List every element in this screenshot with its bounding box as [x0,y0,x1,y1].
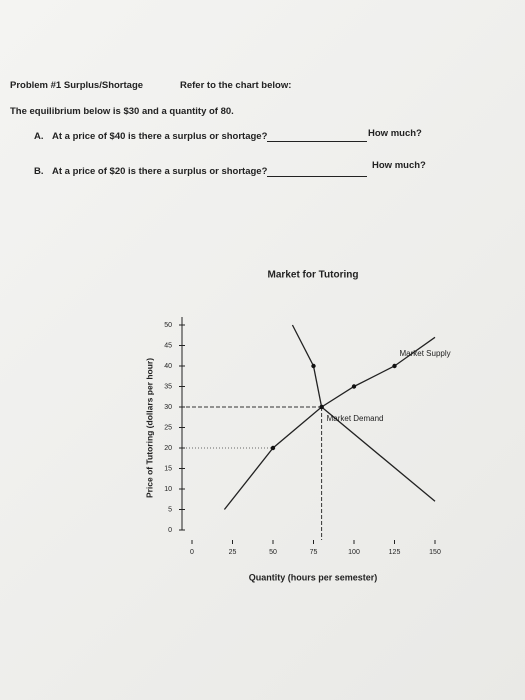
problem: Problem #1 Surplus/Shortage [10,80,144,91]
y-tick-label: 10 [164,486,172,493]
supply-point [270,445,276,451]
q-text: At a price of $40 is there a surplus or … [52,131,368,142]
y-tick-label: 0 [168,527,172,534]
x-axis-label: Quantity (hours per semester) [249,572,378,582]
refer: Refer to the chart below: [180,80,292,91]
supply-line [223,336,436,510]
y-tick-label: 50 [164,322,172,329]
demand-point [311,363,316,369]
chart-title: Market for Tutoring [268,270,359,281]
q-text: At a price of $40 is there a surplus or … [52,131,268,142]
supply-label: Market Supply [400,349,451,358]
y-tick-label: 40 [164,363,172,370]
q-label: B. [34,166,44,177]
x-tick-label: 50 [269,549,277,556]
q-how: How much? [368,128,422,139]
x-tick-label: 125 [389,549,401,556]
q-text: At a price of $20 is there a surplus or … [52,166,368,177]
q-text: At a price of $20 is there a surplus or … [52,166,268,177]
q-label: A. [34,131,44,142]
x-tick-label: 75 [310,549,318,556]
y-axis-label: Price of Tutoring (dollars per hour) [144,358,154,498]
x-tick-label: 100 [348,549,360,556]
y-tick-label: 25 [164,424,172,431]
supply-point [392,363,397,369]
y-tick-label: 30 [164,404,172,411]
y-tick-label: 20 [164,445,172,452]
x-tick-label: 0 [190,549,194,556]
y-tick-label: 45 [164,342,172,349]
demand-point [319,404,324,410]
y-tick-label: 15 [164,465,172,472]
x-tick-label: 150 [429,549,441,556]
q-how: How much? [372,160,426,171]
demand-label: Market Demand [327,414,384,423]
answer-blank [267,141,368,142]
x-tick-label: 25 [229,549,237,556]
y-tick-label: 35 [164,383,172,390]
demand-line [291,324,436,502]
y-tick-label: 5 [168,506,172,513]
intro: The equilibrium below is $30 and a quant… [10,106,234,117]
supply-point [351,384,357,389]
answer-blank [267,176,368,177]
